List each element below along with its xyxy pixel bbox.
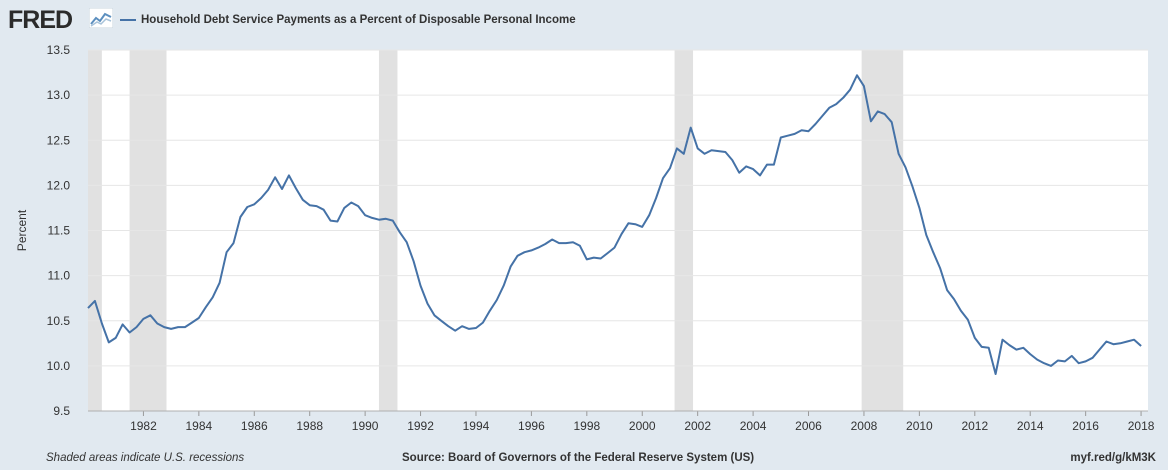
y-tick-label: 9.5	[53, 404, 70, 418]
x-tick-label: 2004	[740, 419, 767, 433]
legend-swatch	[120, 19, 136, 21]
x-tick-label: 1996	[518, 419, 545, 433]
x-tick-label: 1984	[185, 419, 212, 433]
chart-legend[interactable]: Household Debt Service Payments as a Per…	[120, 12, 576, 28]
y-tick-label: 13.0	[47, 88, 71, 102]
y-tick-label: 11.5	[48, 224, 71, 238]
x-tick-label: 2010	[906, 419, 933, 433]
x-tick-label: 2002	[684, 419, 711, 433]
x-tick-label: 2012	[961, 419, 988, 433]
x-tick-label: 2018	[1128, 419, 1155, 433]
x-tick-label: 2000	[629, 419, 656, 433]
series-line	[87, 74, 1142, 375]
recession-note: Shaded areas indicate U.S. recessions	[46, 452, 245, 464]
x-tick-label: 1988	[296, 419, 323, 433]
chart-footer: Shaded areas indicate U.S. recessions So…	[0, 450, 1168, 468]
x-tick-label: 1986	[241, 419, 268, 433]
short-link[interactable]: myf.red/g/kM3K	[1070, 452, 1156, 464]
x-tick-label: 2016	[1072, 419, 1099, 433]
y-tick-label: 12.0	[47, 178, 71, 192]
x-tick-label: 2008	[851, 419, 878, 433]
x-tick-label: 1998	[573, 419, 600, 433]
chart-header: FRED Household Debt Service Payments as …	[0, 0, 1168, 40]
y-tick-label: 10.5	[47, 314, 71, 328]
mini-line-graph-icon	[89, 8, 113, 28]
y-axis-title: Percent	[15, 209, 29, 251]
x-tick-label: 2006	[795, 419, 822, 433]
x-tick-label: 2014	[1017, 419, 1044, 433]
y-tick-label: 13.5	[47, 43, 71, 57]
x-tick-label: 1994	[463, 419, 490, 433]
x-tick-label: 1982	[130, 419, 157, 433]
y-tick-label: 11.0	[48, 269, 71, 283]
y-tick-label: 12.5	[47, 133, 71, 147]
source-note: Source: Board of Governors of the Federa…	[402, 452, 755, 464]
legend-label: Household Debt Service Payments as a Per…	[141, 14, 576, 26]
fred-logo[interactable]: FRED	[8, 6, 73, 34]
line-chart[interactable]: 9.5 10.0 10.5 11.0 11.5 12.0 12.5 13.0 13.5 1982 1…	[0, 0, 1168, 450]
x-tick-label: 1990	[352, 419, 379, 433]
y-tick-label: 10.0	[47, 359, 71, 373]
x-tick-label: 1992	[407, 419, 434, 433]
